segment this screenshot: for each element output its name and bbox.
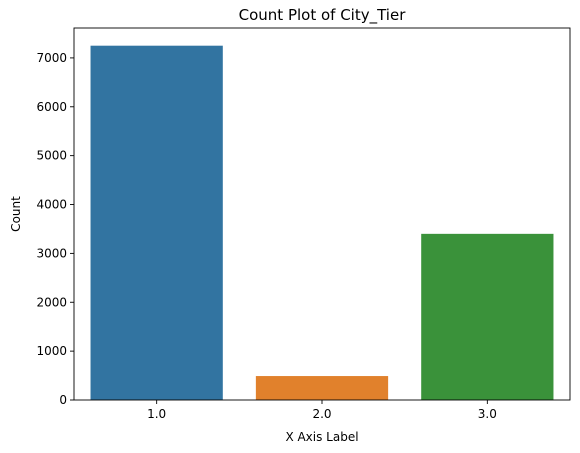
- y-tick-label: 3000: [36, 246, 67, 260]
- x-tick-label: 2.0: [312, 407, 331, 421]
- y-tick-label: 4000: [36, 198, 67, 212]
- y-axis-ticks: 0 1000 2000 3000 4000 5000 6000 7000: [36, 51, 74, 407]
- x-axis-label: X Axis Label: [285, 430, 358, 444]
- y-tick-label: 6000: [36, 100, 67, 114]
- bar-2-0: [255, 376, 389, 400]
- bar-1-0: [90, 45, 223, 401]
- chart-title: Count Plot of City_Tier: [239, 6, 407, 25]
- y-tick-label: 5000: [36, 149, 67, 163]
- y-tick-label: 2000: [36, 295, 67, 309]
- plot-frame: [73, 27, 571, 401]
- y-tick-label: 1000: [36, 344, 67, 358]
- bars-group: [90, 45, 554, 401]
- x-tick-label: 1.0: [147, 407, 166, 421]
- bar-3-0: [421, 233, 554, 400]
- x-tick-label: 3.0: [478, 407, 497, 421]
- y-tick-label: 0: [59, 393, 67, 407]
- y-tick-label: 7000: [36, 51, 67, 65]
- y-axis-label: Count: [9, 196, 23, 232]
- x-axis-ticks: 1.0 2.0 3.0: [147, 400, 497, 421]
